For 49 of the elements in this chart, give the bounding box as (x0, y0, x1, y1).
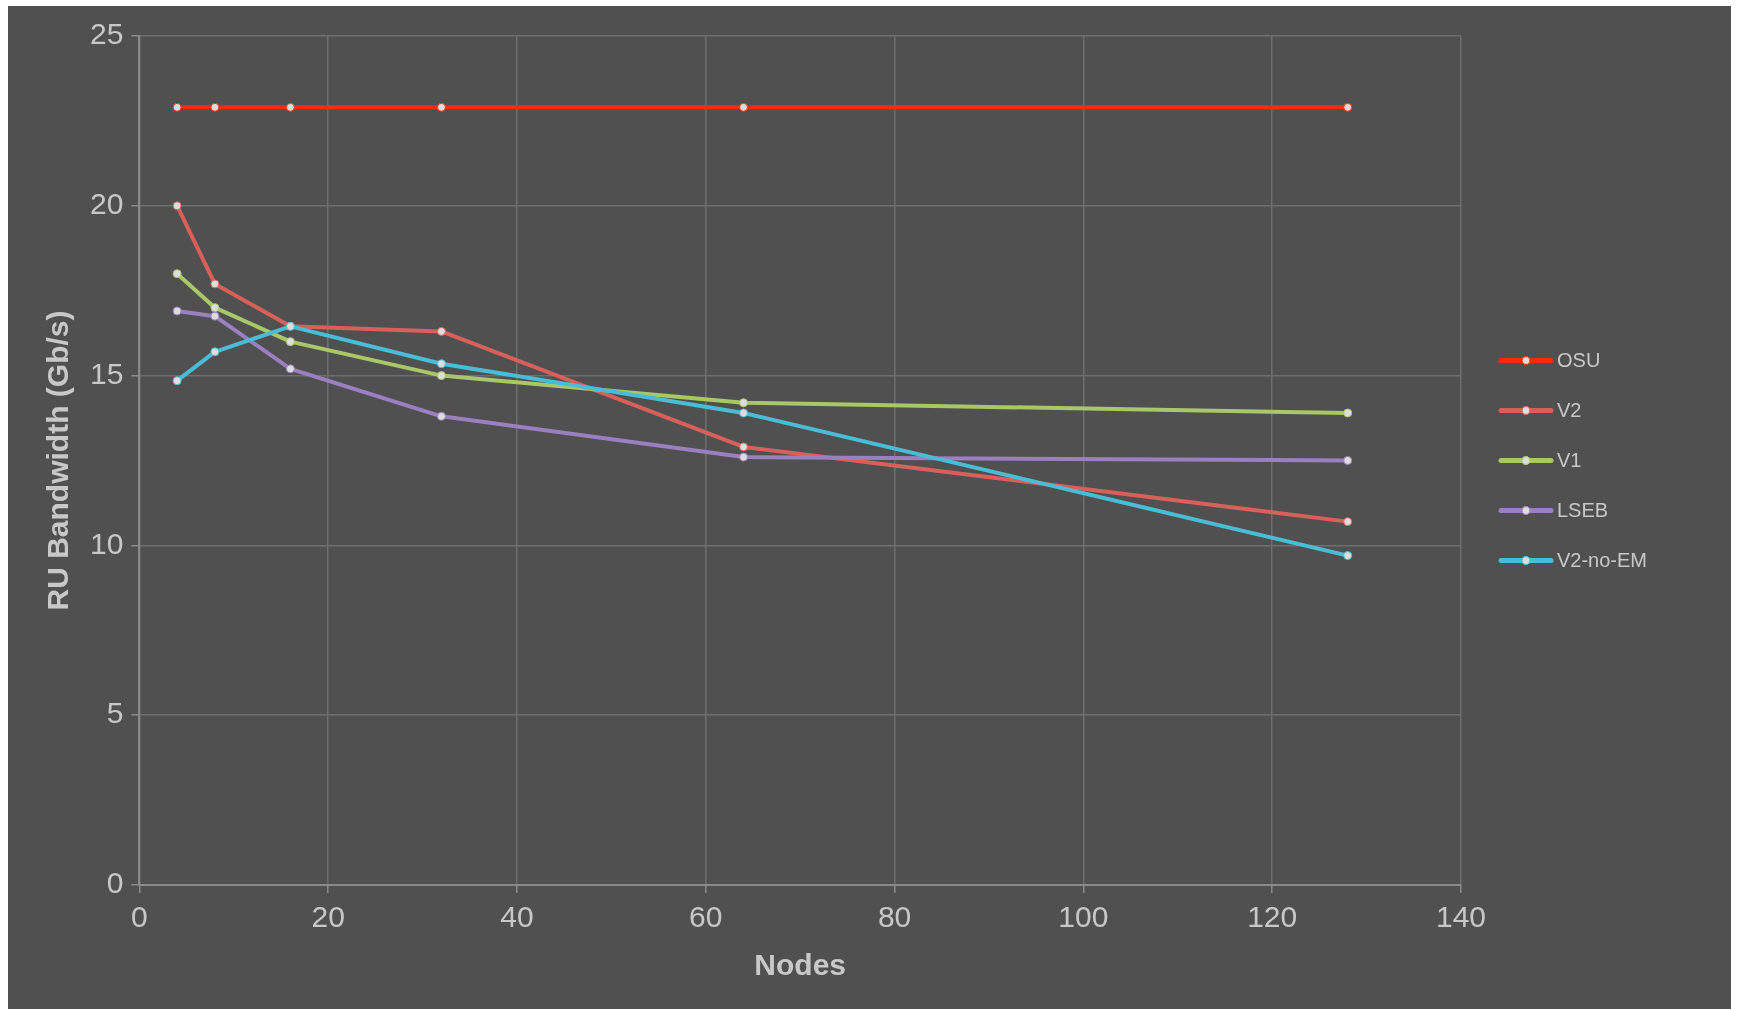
y-tick-label: 20 (89, 187, 124, 221)
point (739, 398, 749, 408)
point (1343, 517, 1353, 527)
point (172, 376, 182, 386)
point (210, 102, 220, 112)
y-axis-title: RU Bandwidth (Gb/s) (41, 310, 75, 611)
point (1343, 102, 1353, 112)
point (172, 306, 182, 316)
point (210, 279, 220, 289)
x-tick-label: 0 (131, 900, 148, 934)
point (436, 371, 446, 381)
x-tick-label: 140 (1435, 900, 1487, 934)
point (739, 102, 749, 112)
legend-label: V2 (1557, 399, 1582, 422)
point (172, 102, 182, 112)
x-tick-label: 40 (500, 900, 534, 934)
y-tick-label: 25 (89, 17, 124, 51)
point (172, 269, 182, 279)
legend-label: OSU (1557, 349, 1601, 372)
point (739, 442, 749, 452)
point (285, 364, 295, 374)
legend-label: V1 (1557, 449, 1582, 472)
x-tick-label: 60 (689, 900, 723, 934)
point (436, 326, 446, 336)
point (210, 311, 220, 321)
y-tick-label: 5 (106, 696, 124, 730)
point (1343, 551, 1353, 561)
x-tick-label: 80 (877, 900, 912, 934)
x-tick-label: 100 (1058, 900, 1109, 934)
point (210, 303, 220, 313)
legend-label: V2-no-EM (1557, 549, 1648, 572)
point (436, 102, 446, 112)
point (739, 452, 749, 462)
y-tick-label: 15 (89, 356, 124, 390)
y-tick-label: 10 (89, 526, 124, 560)
point (285, 337, 295, 347)
point (739, 408, 749, 418)
y-tick-label: 0 (106, 866, 124, 900)
point (1343, 456, 1353, 465)
x-tick-label: 120 (1247, 900, 1298, 934)
point (285, 102, 295, 112)
point (210, 347, 220, 357)
legend-label: LSEB (1557, 499, 1609, 522)
x-tick-label: 20 (311, 900, 345, 934)
point (172, 201, 182, 211)
x-axis-title: Nodes (754, 948, 847, 982)
point (436, 359, 446, 369)
point (1343, 408, 1353, 418)
point (436, 411, 446, 421)
